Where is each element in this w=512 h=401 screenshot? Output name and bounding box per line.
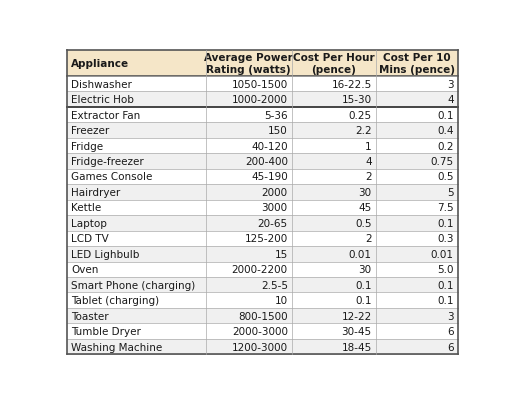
Bar (67, 293, 458, 308)
Text: 45-190: 45-190 (251, 172, 288, 182)
Text: Washing Machine: Washing Machine (71, 342, 162, 352)
Text: 12-22: 12-22 (342, 311, 372, 321)
Bar (67, 262, 458, 277)
Text: 200-400: 200-400 (245, 157, 288, 167)
Text: 800-1500: 800-1500 (238, 311, 288, 321)
Bar (67, 154, 458, 169)
Text: 30: 30 (358, 265, 372, 275)
Text: 0.3: 0.3 (437, 234, 454, 244)
Text: 1: 1 (365, 141, 372, 151)
Bar (67, 324, 458, 339)
Text: 1000-2000: 1000-2000 (232, 95, 288, 105)
Text: 1200-3000: 1200-3000 (231, 342, 288, 352)
Bar (67, 339, 458, 354)
Text: 0.1: 0.1 (437, 296, 454, 306)
Bar (67, 138, 458, 154)
Bar (67, 277, 458, 293)
Text: 4: 4 (365, 157, 372, 167)
Text: 0.5: 0.5 (355, 218, 372, 228)
Text: 0.75: 0.75 (431, 157, 454, 167)
Text: Extractor Fan: Extractor Fan (71, 110, 140, 120)
Text: Average Power
Rating (watts): Average Power Rating (watts) (204, 53, 293, 75)
Bar (376, 51, 458, 77)
Text: 125-200: 125-200 (245, 234, 288, 244)
Text: Dishwasher: Dishwasher (71, 79, 132, 89)
Text: Smart Phone (charging): Smart Phone (charging) (71, 280, 196, 290)
Text: 0.5: 0.5 (437, 172, 454, 182)
Bar (67, 51, 206, 77)
Text: Tumble Dryer: Tumble Dryer (71, 326, 141, 336)
Text: 0.1: 0.1 (437, 110, 454, 120)
Bar (67, 92, 458, 107)
Bar (67, 185, 458, 200)
Bar (67, 308, 458, 324)
Text: 6: 6 (447, 326, 454, 336)
Text: LED Lighbulb: LED Lighbulb (71, 249, 139, 259)
Bar (67, 123, 458, 138)
Text: 0.01: 0.01 (431, 249, 454, 259)
Text: 0.4: 0.4 (437, 126, 454, 136)
Text: 3: 3 (447, 79, 454, 89)
Text: 0.1: 0.1 (355, 280, 372, 290)
Text: 3: 3 (447, 311, 454, 321)
Text: 2: 2 (365, 172, 372, 182)
Bar (292, 51, 376, 77)
Bar (67, 77, 458, 92)
Text: Freezer: Freezer (71, 126, 110, 136)
Text: 0.1: 0.1 (437, 218, 454, 228)
Text: Games Console: Games Console (71, 172, 153, 182)
Bar (67, 247, 458, 262)
Bar (206, 51, 292, 77)
Text: Appliance: Appliance (71, 59, 129, 69)
Text: Tablet (charging): Tablet (charging) (71, 296, 159, 306)
Text: 4: 4 (447, 95, 454, 105)
Text: 2000-2200: 2000-2200 (231, 265, 288, 275)
Text: Oven: Oven (71, 265, 98, 275)
Text: 18-45: 18-45 (342, 342, 372, 352)
Text: 2: 2 (365, 234, 372, 244)
Text: Kettle: Kettle (71, 203, 101, 213)
Text: 20-65: 20-65 (258, 218, 288, 228)
Text: 0.25: 0.25 (349, 110, 372, 120)
Text: 15-30: 15-30 (342, 95, 372, 105)
Text: 0.1: 0.1 (355, 296, 372, 306)
Text: 40-120: 40-120 (251, 141, 288, 151)
Text: 30-45: 30-45 (342, 326, 372, 336)
Text: 6: 6 (447, 342, 454, 352)
Text: 0.1: 0.1 (437, 280, 454, 290)
Text: Laptop: Laptop (71, 218, 107, 228)
Text: 10: 10 (274, 296, 288, 306)
Text: 2000-3000: 2000-3000 (232, 326, 288, 336)
Bar (67, 231, 458, 247)
Bar (67, 200, 458, 216)
Text: 5.0: 5.0 (437, 265, 454, 275)
Text: 7.5: 7.5 (437, 203, 454, 213)
Text: 30: 30 (358, 188, 372, 197)
Bar (67, 216, 458, 231)
Text: 2.5-5: 2.5-5 (261, 280, 288, 290)
Text: 45: 45 (358, 203, 372, 213)
Bar (67, 169, 458, 185)
Text: 0.2: 0.2 (437, 141, 454, 151)
Text: 2.2: 2.2 (355, 126, 372, 136)
Text: 5-36: 5-36 (264, 110, 288, 120)
Text: Cost Per Hour
(pence): Cost Per Hour (pence) (293, 53, 374, 75)
Text: LCD TV: LCD TV (71, 234, 109, 244)
Text: Electric Hob: Electric Hob (71, 95, 134, 105)
Text: 0.01: 0.01 (349, 249, 372, 259)
Text: 2000: 2000 (262, 188, 288, 197)
Text: Toaster: Toaster (71, 311, 109, 321)
Text: 150: 150 (268, 126, 288, 136)
Text: Hairdryer: Hairdryer (71, 188, 120, 197)
Text: 3000: 3000 (262, 203, 288, 213)
Bar (67, 107, 458, 123)
Text: 16-22.5: 16-22.5 (331, 79, 372, 89)
Text: 15: 15 (274, 249, 288, 259)
Text: Fridge-freezer: Fridge-freezer (71, 157, 144, 167)
Text: 5: 5 (447, 188, 454, 197)
Text: Fridge: Fridge (71, 141, 103, 151)
Text: Cost Per 10
Mins (pence): Cost Per 10 Mins (pence) (379, 53, 455, 75)
Text: 1050-1500: 1050-1500 (231, 79, 288, 89)
